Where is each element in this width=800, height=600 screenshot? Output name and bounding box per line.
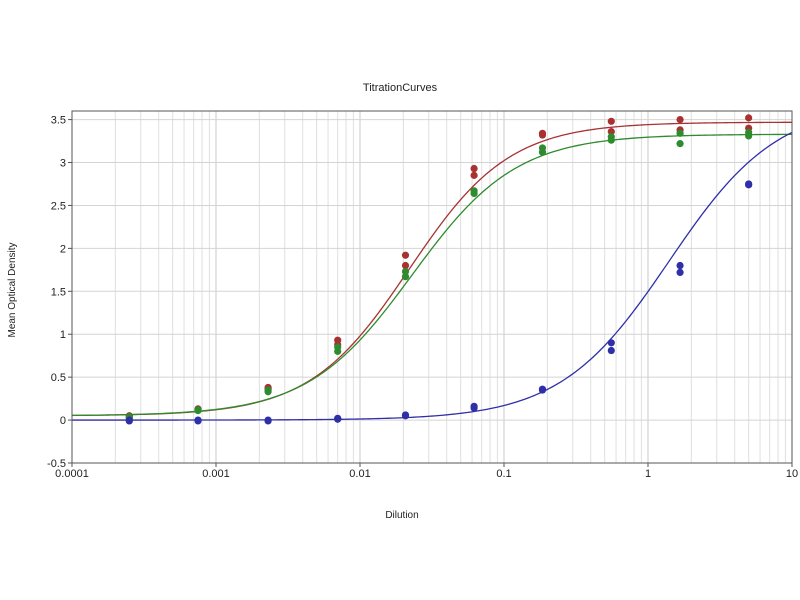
x-tick-label: 1 [645, 468, 651, 480]
y-tick-label: 1.5 [51, 286, 66, 298]
series-2-point [676, 140, 684, 148]
x-tick-label: 0.001 [202, 468, 230, 480]
series-3-point [470, 404, 478, 412]
grid-layer [71, 111, 792, 464]
series-3-point [125, 416, 133, 424]
y-tick-label: 2 [60, 243, 66, 255]
series-3-point [264, 417, 272, 425]
x-tick-label: 10 [786, 468, 798, 480]
y-tick-label: -0.5 [47, 458, 66, 470]
series-2-point [401, 267, 410, 276]
series-1-point [607, 117, 615, 125]
x-tick-label: 0.01 [349, 468, 370, 480]
series-3-point [745, 181, 753, 189]
y-axis-title: Mean Optical Density [7, 242, 18, 337]
series-2-point [334, 347, 342, 355]
chart-title: TitrationCurves [363, 82, 438, 94]
series-3-point [538, 386, 547, 394]
series-3-point [401, 412, 410, 420]
series-3-point [607, 339, 615, 347]
series-1-point [538, 131, 547, 139]
series-1-point [470, 171, 478, 179]
series-3-point [334, 415, 342, 423]
y-tick-label: 0.5 [51, 372, 66, 384]
series-2-point [401, 273, 410, 281]
series-2-point [607, 136, 615, 144]
curve-layer [71, 121, 793, 421]
series-1-point [401, 261, 410, 270]
tick-label-layer: 0.0001 0.001 0.01 0.1 1 10 -0.5 0 0.5 1 1.5 2 2.5 3 3.… [47, 115, 798, 480]
series-2-point [538, 148, 547, 156]
series-2-point [194, 407, 202, 415]
point-layer [125, 114, 753, 425]
y-tick-label: 3.5 [51, 115, 66, 127]
series-1-point [676, 115, 684, 124]
series-2-point [470, 189, 478, 198]
series-2-point [264, 388, 272, 396]
y-tick-label: 2.5 [51, 200, 66, 212]
series-2-point [676, 129, 684, 137]
series-3-point [607, 346, 615, 355]
x-axis-title: Dilution [385, 510, 418, 521]
series-3-point [676, 261, 684, 270]
x-tick-label: 0.1 [496, 468, 511, 480]
series-3-point [194, 416, 202, 424]
series-2-curve [71, 133, 793, 417]
series-1-point [607, 128, 615, 136]
y-tick-label: 0 [60, 415, 66, 427]
series-3-point [676, 268, 684, 277]
x-tick-label: 0.0001 [55, 468, 89, 480]
plot-frame [71, 110, 793, 464]
series-2-point [745, 132, 753, 140]
y-tick-label: 1 [60, 329, 66, 341]
series-3-curve [72, 131, 793, 421]
y-tick-label: 3 [60, 158, 66, 170]
series-1-point [470, 164, 478, 173]
series-1-point [745, 114, 753, 122]
series-1-point [401, 251, 410, 259]
